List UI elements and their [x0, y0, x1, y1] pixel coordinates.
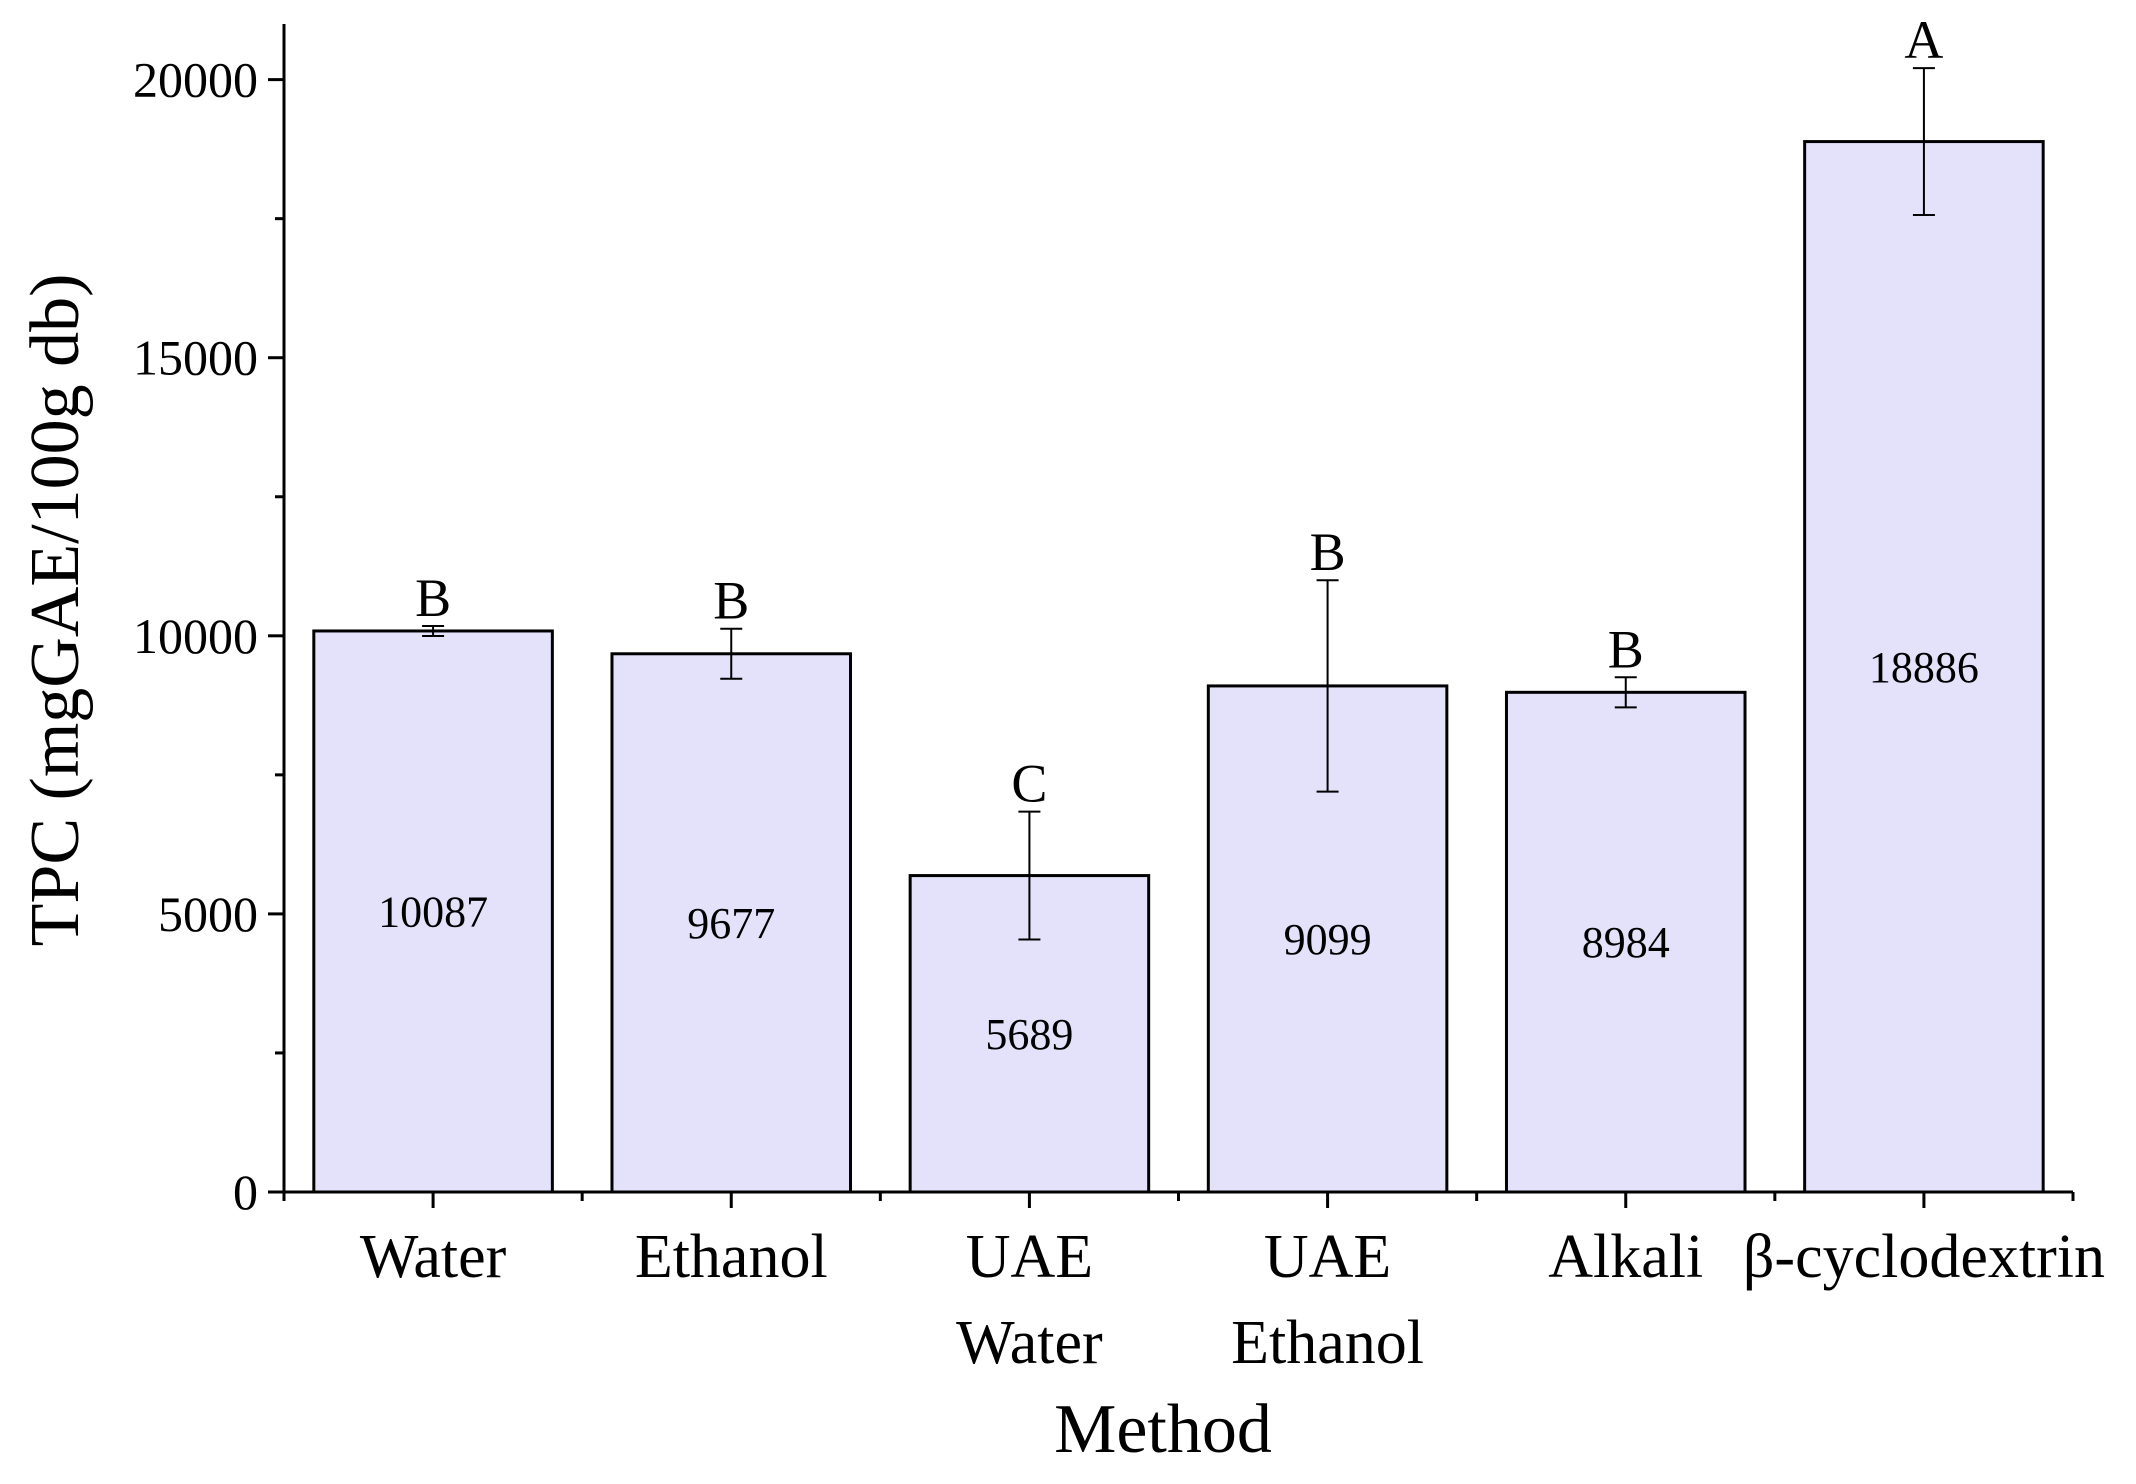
x-tick-label: UAE [1264, 1223, 1391, 1291]
significance-letter: C [1011, 754, 1047, 814]
significance-letter: B [713, 571, 749, 631]
bar-value-label: 10087 [378, 887, 488, 936]
bar-value-label: 18886 [1869, 643, 1979, 692]
significance-letter: B [1608, 619, 1644, 679]
x-tick-label: Water [956, 1309, 1103, 1377]
significance-letter: A [1904, 10, 1943, 70]
bar [610, 652, 853, 1194]
error-bar [1912, 67, 1935, 216]
bar-value-label: 8984 [1582, 918, 1670, 967]
y-tick-label: 20000 [133, 52, 258, 108]
error-bar [422, 624, 445, 637]
bars-layer [312, 140, 2045, 1194]
y-tick-label: 5000 [158, 886, 258, 942]
error-bar [1614, 676, 1637, 709]
error-bar [720, 627, 743, 680]
x-tick-label: Ethanol [635, 1223, 828, 1291]
x-tick-label: Water [360, 1223, 507, 1291]
bar [1803, 140, 2045, 1194]
bar-value-label: 9677 [687, 899, 775, 948]
x-tick-label: UAE [966, 1223, 1093, 1291]
x-tick-label: Ethanol [1231, 1309, 1424, 1377]
significance-letter: B [1310, 522, 1346, 582]
bar-value-label: 9099 [1284, 915, 1372, 964]
y-axis-title: TPC (mgGAE/100g db) [17, 274, 94, 947]
y-tick-label: 10000 [133, 608, 258, 664]
x-axis-title: Method [1054, 1391, 1272, 1468]
labels-layer: B 10087 B 9677 C 5689 B 9099 B 8984 A 18886 [378, 10, 1979, 1059]
error-bar [1316, 579, 1339, 793]
bar [1504, 690, 1747, 1194]
x-tick-label: Alkali [1548, 1223, 1703, 1291]
error-bar [1018, 810, 1041, 941]
y-tick-label: 0 [233, 1164, 258, 1220]
y-tick-label: 15000 [133, 330, 258, 386]
bar-value-label: 5689 [985, 1010, 1073, 1059]
x-tick-label: β-cyclodextrin [1743, 1223, 2105, 1291]
error-bars-layer [422, 67, 1935, 941]
significance-letter: B [415, 568, 451, 628]
bar [312, 629, 554, 1194]
axes-layer: 0 5000 10000 15000 20000 Water Ethanol UAE Water… [133, 24, 2105, 1377]
